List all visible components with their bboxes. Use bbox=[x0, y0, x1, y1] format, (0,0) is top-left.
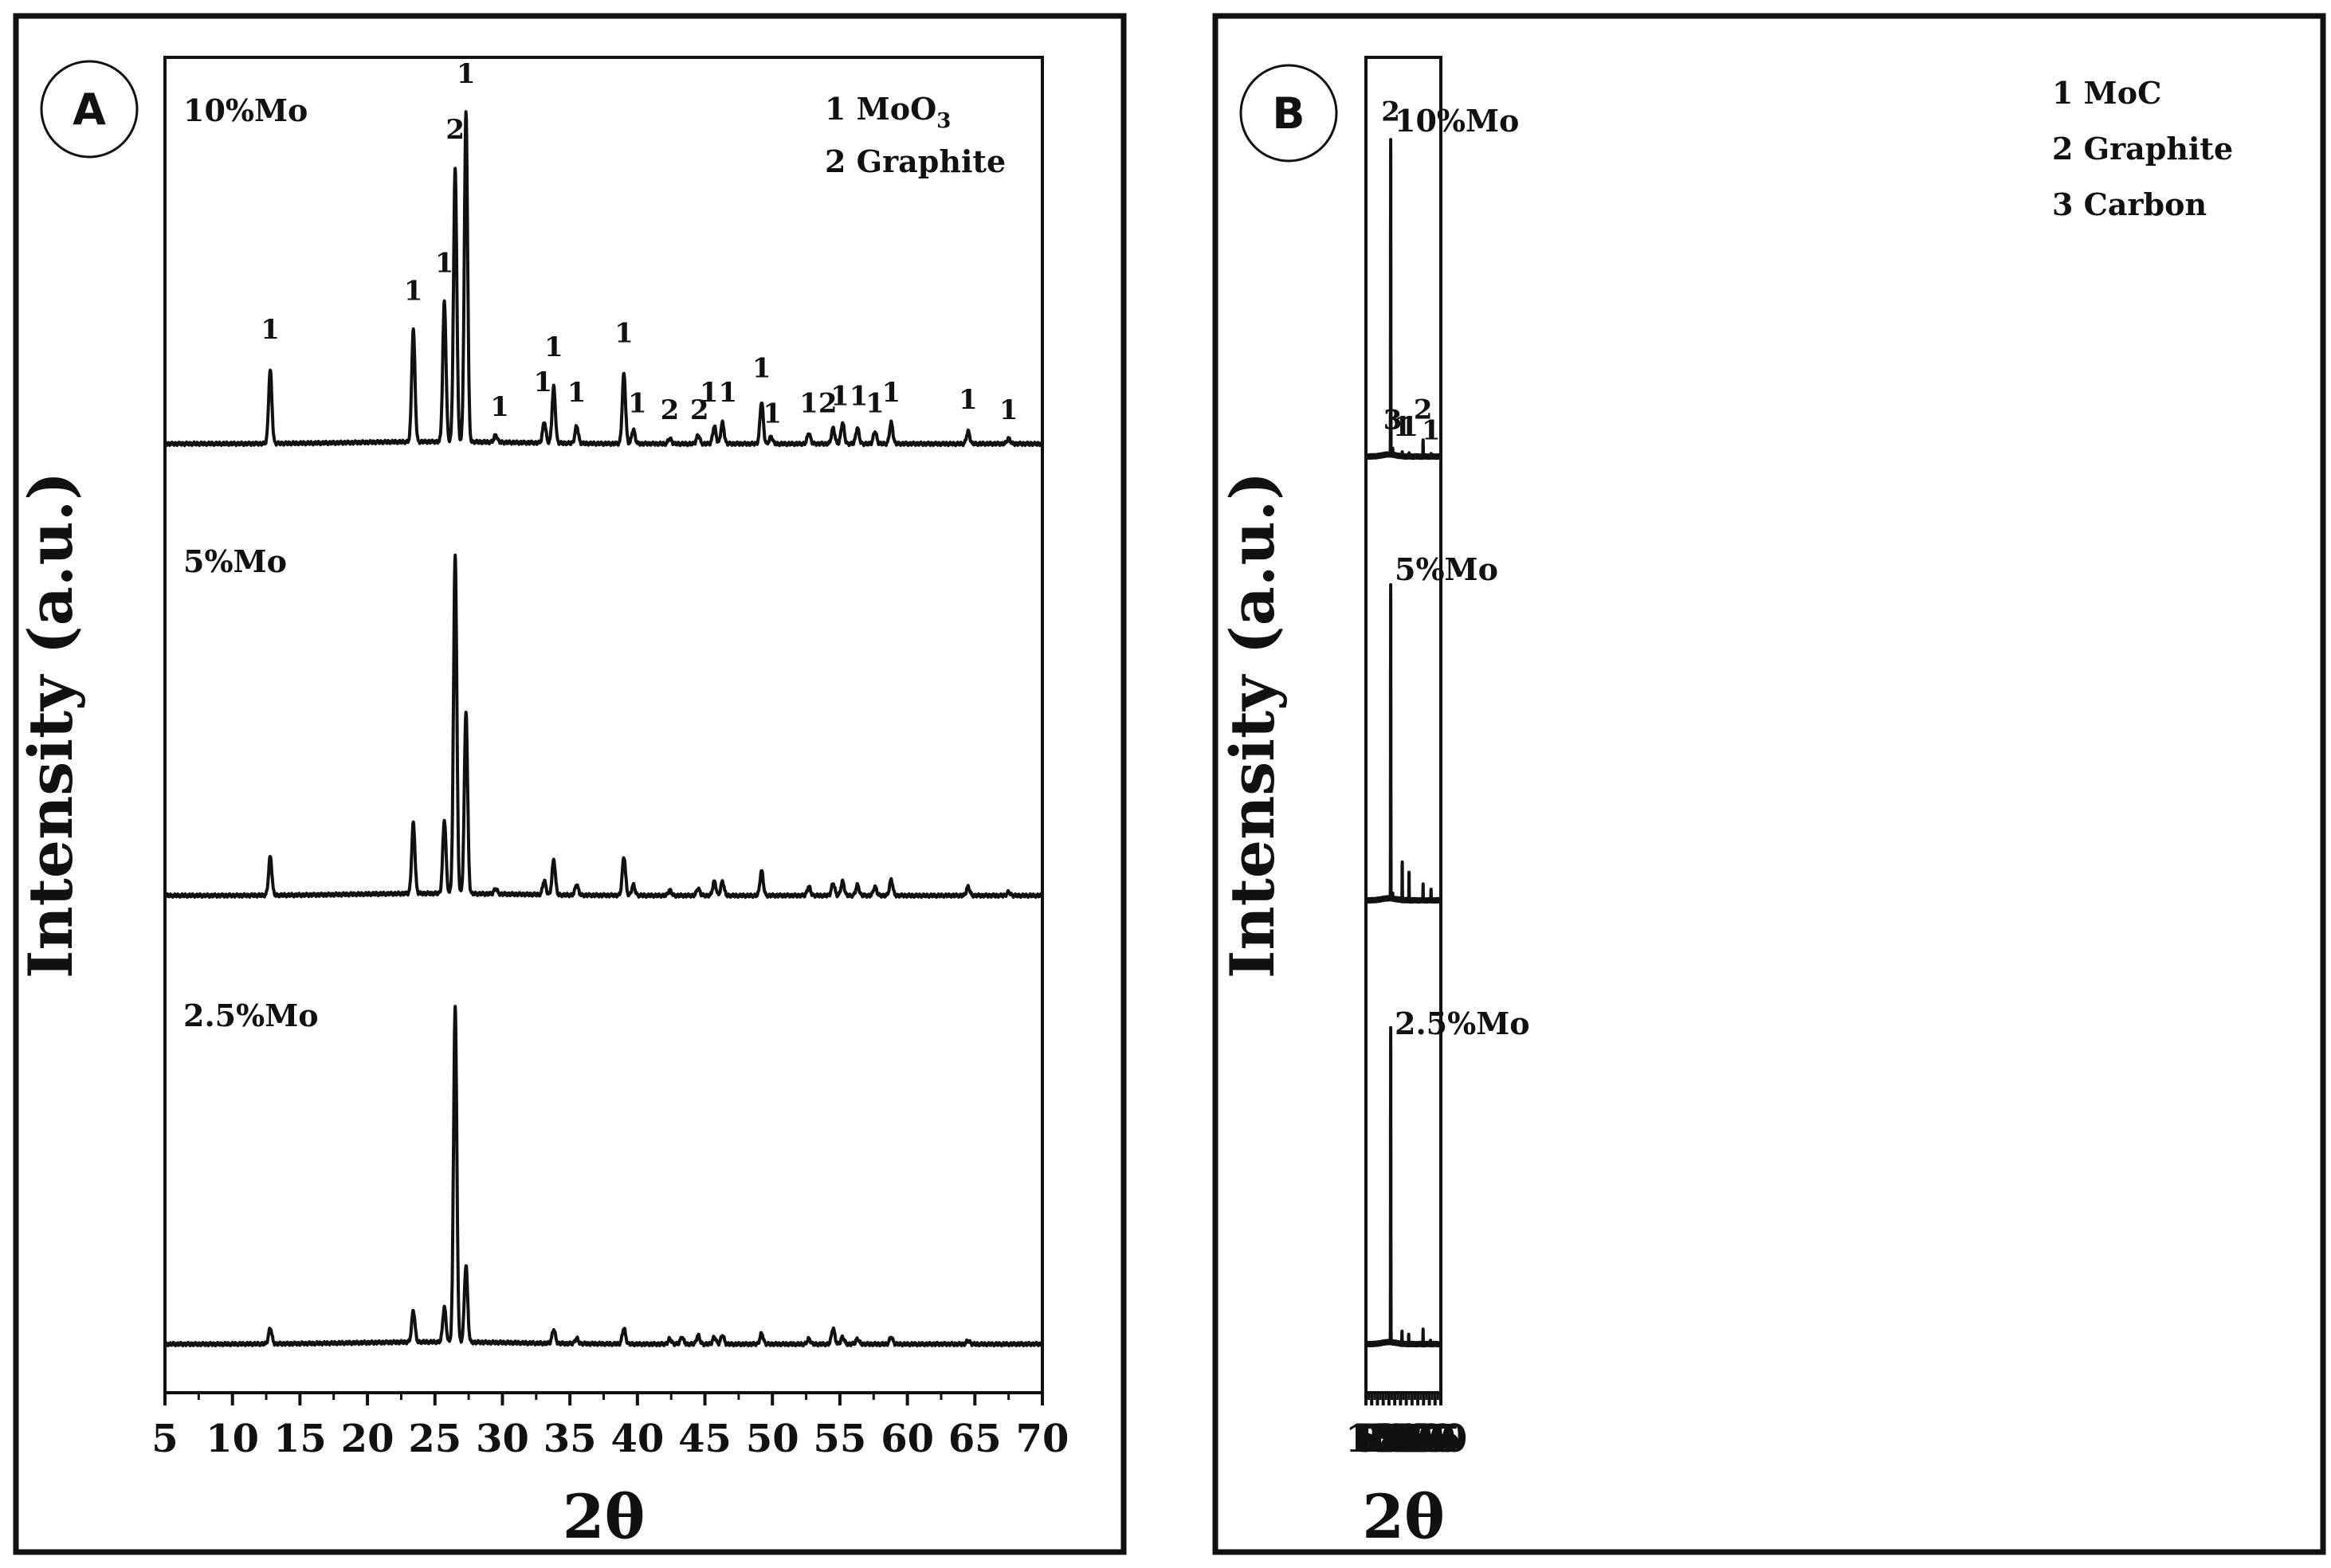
x-tick-label: 10 bbox=[206, 1417, 259, 1461]
peak-label: 1 bbox=[752, 352, 771, 384]
peak-label: 12 bbox=[799, 387, 837, 419]
x-tick-label: 5 bbox=[1352, 1417, 1379, 1461]
x-tick-label: 65 bbox=[948, 1417, 1002, 1461]
x-tick-label: 40 bbox=[1379, 1417, 1433, 1461]
peak-label: 2 bbox=[1414, 394, 1433, 426]
xrd-pattern-line bbox=[163, 553, 1044, 900]
legend-number: 1 bbox=[825, 91, 857, 127]
peak-label: 1 bbox=[533, 367, 552, 398]
legend-entry: 2 Graphite bbox=[2052, 131, 2233, 167]
peak-label: 1 bbox=[1393, 411, 1412, 443]
peak-label: 2 bbox=[661, 394, 680, 426]
sample-label: 2.5%Mo bbox=[183, 998, 319, 1033]
x-tick-label: 50 bbox=[1391, 1417, 1445, 1461]
xrd-pattern-line bbox=[1364, 1025, 1442, 1348]
legend-number: 1 bbox=[2052, 75, 2084, 111]
x-tick-label: 5 bbox=[151, 1417, 178, 1461]
legend-number: 2 bbox=[2052, 131, 2084, 167]
y-axis-label: Intensity (a.u.) bbox=[15, 472, 86, 978]
legend-phase: Graphite bbox=[2084, 131, 2233, 167]
sample-label: 2.5%Mo bbox=[1395, 1005, 1530, 1041]
peak-label: 1 bbox=[404, 276, 423, 308]
peak-label: 3 bbox=[1383, 405, 1403, 437]
x-axis-label: 2θ bbox=[1362, 1481, 1445, 1552]
x-tick-label: 60 bbox=[1403, 1417, 1456, 1461]
peak-label: 1 bbox=[567, 377, 587, 409]
legend-phase: Graphite bbox=[857, 143, 1006, 179]
x-axis-label: 2θ bbox=[563, 1481, 646, 1552]
legend-subscript: 3 bbox=[936, 109, 951, 133]
y-axis-label: Intensity (a.u.) bbox=[1217, 472, 1288, 978]
xrd-pattern-line bbox=[163, 110, 1044, 448]
x-tick-label: 70 bbox=[1415, 1417, 1468, 1461]
peak-label: 1 bbox=[1399, 411, 1419, 443]
legend-number: 2 bbox=[825, 143, 857, 179]
peak-label: 1 bbox=[628, 387, 647, 419]
x-tick-label: 60 bbox=[881, 1417, 934, 1461]
x-tick-label: 20 bbox=[341, 1417, 394, 1461]
peak-label: 2 bbox=[1381, 96, 1400, 128]
peak-label: 1 bbox=[763, 398, 782, 430]
peak-label: 1 bbox=[999, 394, 1018, 426]
legend-entry: 1 MoC bbox=[2052, 75, 2161, 111]
sample-label: 10%Mo bbox=[1395, 103, 1519, 139]
x-tick-label: 45 bbox=[1385, 1417, 1438, 1461]
x-tick-label: 55 bbox=[814, 1417, 867, 1461]
x-tick-label: 45 bbox=[678, 1417, 732, 1461]
x-tick-label: 35 bbox=[1374, 1417, 1427, 1461]
peak-label: 11 bbox=[700, 377, 737, 409]
peak-label: 1 bbox=[881, 377, 901, 409]
sample-label: 10%Mo bbox=[183, 92, 308, 128]
peak-label: 1 bbox=[261, 314, 280, 346]
plot-area bbox=[163, 56, 1044, 1394]
plot-area bbox=[1364, 56, 1442, 1394]
panel-frame bbox=[13, 13, 1127, 1555]
panel-a: A 5 10 15 20 25 30 35 40 45 50 55 60 65 70 2θ Intensity … bbox=[13, 13, 1127, 1555]
peak-label: 2 bbox=[445, 114, 465, 146]
peak-label: 1 bbox=[544, 331, 563, 363]
x-tick-label: 65 bbox=[1408, 1417, 1462, 1461]
x-tick-label: 25 bbox=[408, 1417, 461, 1461]
x-tick-label: 55 bbox=[1397, 1417, 1450, 1461]
panel-badge bbox=[1239, 64, 1338, 163]
x-tick-label: 15 bbox=[273, 1417, 327, 1461]
peak-label: 2 bbox=[690, 394, 709, 426]
x-tick-label: 50 bbox=[746, 1417, 799, 1461]
sample-label: 5%Mo bbox=[183, 543, 287, 579]
panel-letter: B bbox=[1272, 88, 1305, 139]
legend-entry: 1 MoO3 bbox=[825, 91, 951, 133]
peak-label: 1 bbox=[435, 247, 454, 279]
peak-label: 1 bbox=[959, 384, 978, 416]
panel-badge bbox=[40, 60, 139, 159]
x-tick-label: 20 bbox=[1356, 1417, 1410, 1461]
legend-phase: MoC bbox=[2084, 75, 2162, 111]
xrd-pattern-line bbox=[1364, 582, 1442, 904]
legend-phase: Carbon bbox=[2084, 186, 2207, 222]
x-tick-label: 35 bbox=[544, 1417, 597, 1461]
peak-label: 1 bbox=[490, 391, 509, 423]
legend-phase: MoO bbox=[857, 91, 937, 127]
sample-label: 5%Mo bbox=[1395, 551, 1498, 587]
peak-label: 1 bbox=[865, 387, 885, 419]
panel-letter: A bbox=[73, 84, 106, 135]
peak-label: 11 bbox=[830, 381, 868, 413]
x-tick-label: 15 bbox=[1351, 1417, 1404, 1461]
peak-label: 1 bbox=[457, 58, 476, 90]
legend-entry: 3 Carbon bbox=[2052, 186, 2207, 222]
peak-label: 1 bbox=[1422, 415, 1441, 447]
xrd-pattern-line bbox=[163, 1005, 1044, 1348]
panel-frame bbox=[1212, 13, 2326, 1555]
x-tick-label: 30 bbox=[476, 1417, 529, 1461]
x-tick-label: 40 bbox=[610, 1417, 664, 1461]
x-tick-label: 70 bbox=[1016, 1417, 1069, 1461]
x-tick-label: 25 bbox=[1363, 1417, 1416, 1461]
legend-entry: 2 Graphite bbox=[825, 143, 1006, 179]
x-tick-label: 10 bbox=[1345, 1417, 1399, 1461]
peak-label: 1 bbox=[614, 317, 634, 349]
legend-number: 3 bbox=[2052, 186, 2084, 222]
x-tick-label: 30 bbox=[1368, 1417, 1422, 1461]
xrd-pattern-line bbox=[1364, 138, 1442, 461]
